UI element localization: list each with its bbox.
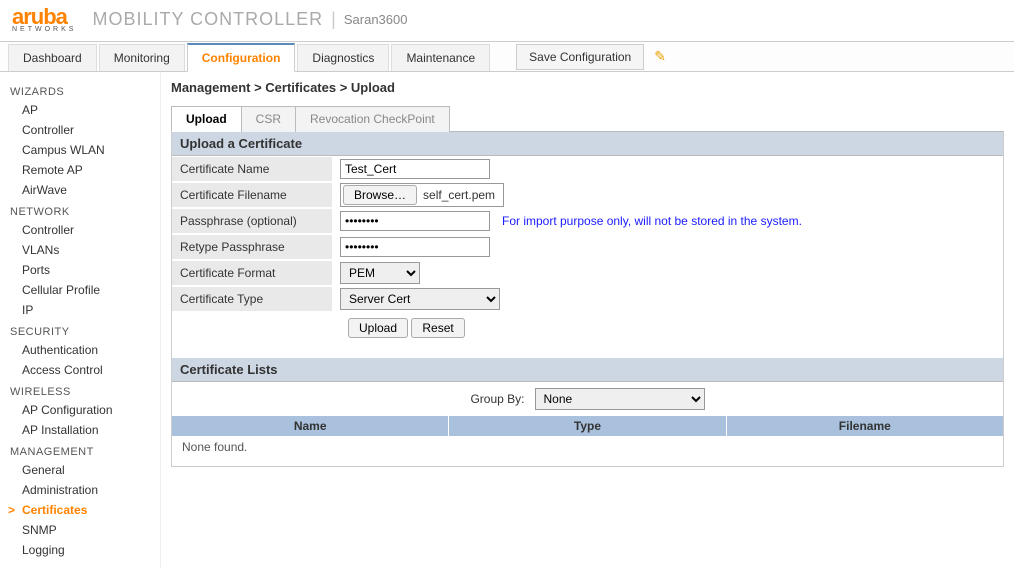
wand-icon[interactable]: ✎ (654, 48, 666, 65)
sidebar-item-authentication[interactable]: Authentication (10, 340, 156, 360)
tab-maintenance[interactable]: Maintenance (391, 44, 490, 71)
col-name: Name (172, 416, 449, 436)
sidebar-item-ports[interactable]: Ports (10, 260, 156, 280)
cert-format-label: Certificate Format (172, 261, 332, 285)
cert-list-title: Certificate Lists (172, 358, 1003, 382)
sub-tab-csr[interactable]: CSR (241, 106, 296, 132)
upload-button[interactable]: Upload (348, 318, 408, 338)
sidebar-item-administration[interactable]: Administration (10, 480, 156, 500)
col-type: Type (449, 416, 726, 436)
file-picker-wrap: Browse… self_cert.pem (340, 183, 504, 207)
cert-type-label: Certificate Type (172, 287, 332, 311)
logo-text: aruba (12, 6, 76, 28)
content-area: Management > Certificates > Upload Uploa… (160, 72, 1014, 568)
sidebar-item-ap[interactable]: AP (10, 100, 156, 120)
col-filename: Filename (727, 416, 1003, 436)
sidebar-item-remote-ap[interactable]: Remote AP (10, 160, 156, 180)
group-by-label: Group By: (470, 392, 524, 406)
upload-panel: Upload a Certificate Certificate Name Ce… (171, 132, 1004, 467)
cert-file-label: Certificate Filename (172, 183, 332, 207)
passphrase-hint: For import purpose only, will not be sto… (502, 214, 802, 228)
tab-diagnostics[interactable]: Diagnostics (297, 44, 389, 71)
sidebar-section-wireless: WIRELESS (10, 386, 156, 398)
retype-passphrase-label: Retype Passphrase (172, 235, 332, 259)
main-tab-bar: Dashboard Monitoring Configuration Diagn… (0, 42, 1014, 72)
sidebar-item-logging[interactable]: Logging (10, 540, 156, 560)
passphrase-input[interactable] (340, 211, 490, 231)
sidebar-section-wizards: WIZARDS (10, 86, 156, 98)
sidebar-item-campus-wlan[interactable]: Campus WLAN (10, 140, 156, 160)
sidebar-item-certificates[interactable]: Certificates (10, 500, 156, 520)
product-title: MOBILITY CONTROLLER (92, 9, 323, 30)
upload-section-title: Upload a Certificate (172, 132, 1003, 156)
logo-subtext: NETWORKS (12, 26, 76, 33)
sidebar-item-snmp[interactable]: SNMP (10, 520, 156, 540)
retype-passphrase-input[interactable] (340, 237, 490, 257)
sidebar-item-ap-configuration[interactable]: AP Configuration (10, 400, 156, 420)
sidebar-section-management: MANAGEMENT (10, 446, 156, 458)
header-bar: aruba NETWORKS MOBILITY CONTROLLER | Sar… (0, 0, 1014, 42)
sidebar-item-access-control[interactable]: Access Control (10, 360, 156, 380)
sidebar-item-cellular-profile[interactable]: Cellular Profile (10, 280, 156, 300)
breadcrumb: Management > Certificates > Upload (171, 80, 1004, 95)
tab-monitoring[interactable]: Monitoring (99, 44, 185, 71)
cert-file-value: self_cert.pem (417, 188, 501, 202)
sidebar-item-net-controller[interactable]: Controller (10, 220, 156, 240)
sidebar-section-security: SECURITY (10, 326, 156, 338)
passphrase-label: Passphrase (optional) (172, 209, 332, 233)
sidebar-item-general[interactable]: General (10, 460, 156, 480)
sidebar-item-controller[interactable]: Controller (10, 120, 156, 140)
cert-name-input[interactable] (340, 159, 490, 179)
group-by-select[interactable]: None (535, 388, 705, 410)
sidebar-item-vlans[interactable]: VLANs (10, 240, 156, 260)
separator: | (331, 9, 336, 30)
tab-configuration[interactable]: Configuration (187, 43, 296, 72)
sub-tab-upload[interactable]: Upload (171, 106, 242, 132)
sidebar-section-network: NETWORK (10, 206, 156, 218)
sub-tab-bar: Upload CSR Revocation CheckPoint (171, 105, 1004, 132)
sidebar: WIZARDS AP Controller Campus WLAN Remote… (0, 72, 160, 568)
browse-button[interactable]: Browse… (343, 185, 417, 205)
reset-button[interactable]: Reset (411, 318, 464, 338)
cert-type-select[interactable]: Server Cert (340, 288, 500, 310)
sidebar-item-ap-installation[interactable]: AP Installation (10, 420, 156, 440)
sidebar-item-ip[interactable]: IP (10, 300, 156, 320)
tab-dashboard[interactable]: Dashboard (8, 44, 97, 71)
cert-list-empty: None found. (172, 436, 1003, 458)
cert-list-header: Name Type Filename (172, 416, 1003, 436)
cert-format-select[interactable]: PEM (340, 262, 420, 284)
hostname-label: Saran3600 (344, 12, 408, 27)
sub-tab-revocation[interactable]: Revocation CheckPoint (295, 106, 450, 132)
logo-block: aruba NETWORKS (12, 6, 76, 33)
cert-name-label: Certificate Name (172, 157, 332, 181)
save-configuration-button[interactable]: Save Configuration (516, 44, 644, 70)
sidebar-item-airwave[interactable]: AirWave (10, 180, 156, 200)
